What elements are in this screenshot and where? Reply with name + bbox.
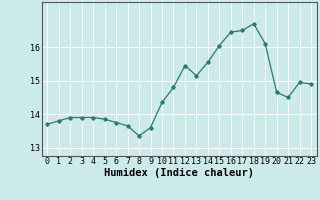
X-axis label: Humidex (Indice chaleur): Humidex (Indice chaleur) [104, 168, 254, 178]
